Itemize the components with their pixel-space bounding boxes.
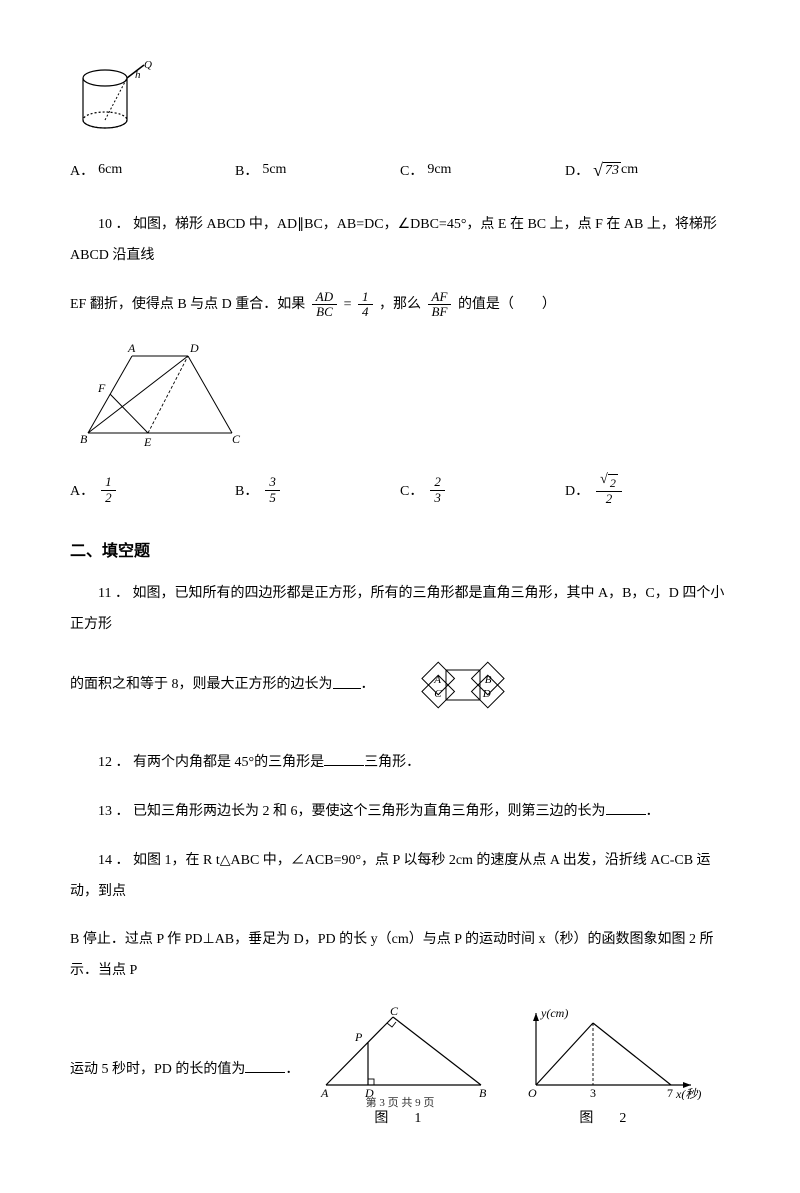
page-footer: 第 3 页 共 9 页 [0,1094,800,1110]
q10-options: A． 12 B． 35 C． 23 D． √2 2 [70,473,730,506]
svg-text:A: A [127,341,136,355]
q9-options: A．6cm B．5cm C．9cm D． √73 cm [70,160,730,180]
svg-text:h: h [135,69,141,81]
q10-option-a: A． 12 [70,473,235,506]
svg-text:B: B [80,432,88,446]
q10-option-b: B． 35 [235,473,400,506]
svg-text:Q: Q [144,60,152,71]
svg-text:C: C [390,1005,399,1018]
q11-figure: A B C D [388,640,538,730]
svg-text:D: D [482,689,491,701]
q9-figure: h Q [70,60,730,140]
q9-option-c: C．9cm [400,160,565,180]
q9-option-a: A．6cm [70,160,235,180]
q10-option-d: D． √2 2 [565,473,730,506]
q14-figure-2: y(cm) O 3 7 x(秒) 图 2 [511,1005,701,1135]
q14-line2: B 停止．过点 P 作 PD⊥AB，垂足为 D，PD 的长 y（cm）与点 P … [70,925,730,987]
q10-figure: A D F B E C [70,338,730,458]
q10-text2: EF 翻折，使得点 B 与点 D 重合．如果 ADBC = 14 ，那么 AFB… [70,290,730,321]
q9-option-b: B．5cm [235,160,400,180]
section-2-title: 二、填空题 [70,537,730,561]
q9-option-d: D． √73 cm [565,160,730,180]
q10-option-c: C． 23 [400,473,565,506]
svg-text:E: E [143,435,152,449]
svg-text:y(cm): y(cm) [540,1006,568,1020]
q14-line1: 14 ． 如图 1，在 R t△ABC 中，∠ACB=90°，点 P 以每秒 2… [70,846,730,908]
q14-line3: 运动 5 秒时，PD 的长的值为． C P A D B 图 1 [70,1005,730,1135]
q11: 11 ． 如图，已知所有的四边形都是正方形，所有的三角形都是直角三角形，其中 A… [70,579,730,731]
q10-text: 10 ． 如图，梯形 ABCD 中，AD∥BC，AB=DC，∠DBC=45°，点… [70,210,730,272]
svg-text:C: C [434,689,442,701]
q14-figure-1: C P A D B 图 1 [311,1005,491,1135]
svg-text:C: C [232,432,241,446]
svg-text:P: P [354,1030,363,1044]
svg-text:D: D [189,341,199,355]
q13: 13 ． 已知三角形两边长为 2 和 6，要使这个三角形为直角三角形，则第三边的… [70,797,730,828]
q12: 12 ． 有两个内角都是 45°的三角形是三角形． [70,748,730,779]
svg-text:F: F [97,381,106,395]
